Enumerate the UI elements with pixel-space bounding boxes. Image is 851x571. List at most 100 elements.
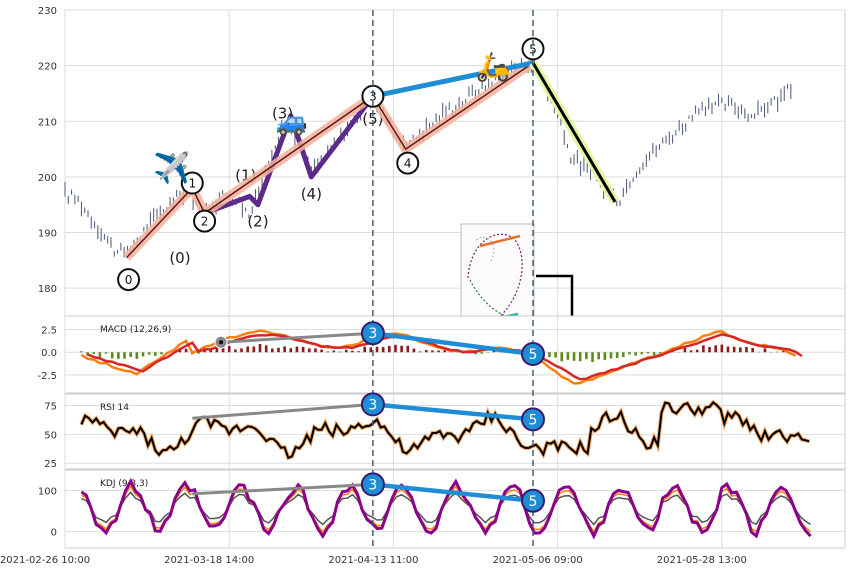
macd-histogram-bar	[277, 347, 280, 353]
diagram-frame	[460, 223, 535, 329]
airplane-icon: ✈️	[153, 149, 190, 186]
macd-histogram-bar	[301, 346, 305, 353]
divergence-gray-line	[220, 331, 373, 344]
divergence-blue-line	[372, 402, 534, 422]
macd-histogram-bar	[264, 345, 268, 353]
macd-histogram-bar	[184, 348, 188, 353]
kdj-legend: KDJ (9,3,3)	[100, 479, 148, 489]
macd-histogram-bar	[357, 351, 360, 353]
y-tick-label: 210	[38, 117, 57, 128]
macd-histogram-bar	[221, 346, 225, 353]
sub-wave-label: (0)	[169, 249, 190, 267]
macd-histogram-bar	[695, 349, 699, 353]
y-tick-label: -2.5	[37, 371, 57, 382]
macd-histogram-bar	[344, 349, 348, 353]
y-tick-label: 0	[51, 528, 57, 539]
wave-label-circle	[193, 209, 217, 233]
macd-histogram-bar	[628, 352, 631, 355]
macd-histogram-bar	[86, 352, 89, 356]
wave-label: 5	[529, 42, 537, 56]
projection-line	[531, 62, 617, 203]
macd-histogram-bar	[104, 352, 108, 354]
macd-histogram-bar	[283, 346, 286, 353]
macd-histogram-bar	[307, 348, 311, 353]
price-panel: 180190200210220230(1)(2)(4)(5)(0)(3)0123…	[38, 6, 846, 355]
macd-histogram-bar	[289, 348, 293, 353]
divergence-marker-label: 5	[529, 494, 538, 510]
sub-wave-label: (4)	[301, 185, 322, 203]
y-tick-label: 190	[38, 229, 57, 240]
divergence-marker-circle	[360, 472, 385, 497]
macd-histogram-bar	[295, 346, 299, 353]
macd-histogram-bar	[726, 346, 730, 353]
macd-histogram-bar	[320, 349, 323, 353]
macd-histogram-bar	[745, 346, 748, 353]
macd-histogram-bar	[369, 347, 373, 353]
macd-histogram-bar	[412, 348, 416, 353]
macd-histogram-bar	[597, 352, 600, 360]
macd-histogram-bar	[634, 352, 637, 356]
macd-histogram-bar	[160, 352, 163, 355]
macd-histogram-bar	[560, 352, 564, 362]
divergence-start-dot	[219, 340, 223, 345]
macd-histogram-bar	[227, 345, 231, 353]
macd-histogram-bar	[252, 346, 256, 353]
wave-label-circle	[396, 151, 420, 175]
y-tick-label: 2.5	[41, 326, 57, 337]
macd-histogram-bar	[474, 352, 477, 355]
y-tick-label: 75	[44, 402, 57, 413]
sub-wave-label: (2)	[247, 213, 268, 231]
rsi-legend: RSI 14	[100, 403, 129, 413]
macd-histogram-bar	[443, 350, 447, 353]
macd-histogram-bar	[80, 351, 83, 353]
x-tick-label: 2021-04-13 11:00	[328, 555, 418, 566]
divergence-marker-circle	[521, 488, 545, 513]
macd-histogram-bar	[388, 345, 391, 353]
divergence-marker-label: 3	[368, 326, 377, 342]
divergence-marker-label: 5	[529, 412, 538, 428]
y-tick-label: 220	[38, 62, 57, 73]
macd-histogram-bar	[246, 346, 249, 353]
macd-histogram-bar	[381, 347, 385, 353]
macd-histogram-bar	[135, 352, 139, 359]
macd-histogram-bar	[572, 352, 576, 361]
macd-histogram-bar	[622, 352, 625, 358]
macd-histogram-bar	[197, 352, 200, 354]
macd-histogram-bar	[652, 352, 656, 356]
price-frame	[64, 9, 846, 317]
macd-histogram-bar	[154, 352, 157, 356]
wave-3-to-5-line	[372, 60, 534, 99]
macd-histogram-bar	[732, 346, 736, 353]
macd-histogram-bar	[117, 352, 120, 359]
macd-histogram-bar	[326, 351, 330, 353]
wave-label-circle	[521, 37, 545, 61]
macd-histogram-bar	[492, 350, 496, 353]
divergence-blue-line	[372, 482, 534, 504]
macd-histogram-bar	[683, 348, 687, 353]
macd-legend: MACD (12,26,9)	[100, 325, 171, 335]
divergence-marker-label: 3	[368, 397, 377, 413]
macd-histogram-bar	[437, 350, 440, 353]
wave-label: 4	[404, 157, 412, 171]
y-tick-label: 0.0	[41, 348, 57, 359]
divergence-marker-circle	[521, 342, 545, 367]
macd-histogram-bar	[215, 347, 219, 353]
overlays: 3 5 3 5 3 5	[192, 10, 545, 548]
macd-histogram-bar	[689, 350, 693, 353]
macd-histogram-bar	[566, 352, 570, 360]
wave-label-circle	[180, 171, 204, 195]
divergence-marker-label: 5	[529, 347, 538, 363]
wave-label: 0	[125, 273, 133, 287]
kdj-j-line	[80, 477, 812, 540]
macd-histogram-bar	[234, 349, 237, 353]
macd-histogram-bar	[271, 348, 274, 353]
rsi-panel: 75 50 25 RSI 14	[44, 393, 846, 470]
diagram-curve	[467, 233, 523, 319]
divergence-blue-line	[372, 330, 534, 357]
macd-histogram-bar	[548, 352, 551, 358]
macd-histogram-bar	[591, 352, 594, 362]
macd-histogram-bar	[640, 352, 644, 355]
macd-histogram-bar	[702, 345, 705, 353]
macd-histogram-bar	[394, 344, 397, 353]
kdj-panel: 100 0 KDJ (9,3,3)	[38, 469, 846, 549]
